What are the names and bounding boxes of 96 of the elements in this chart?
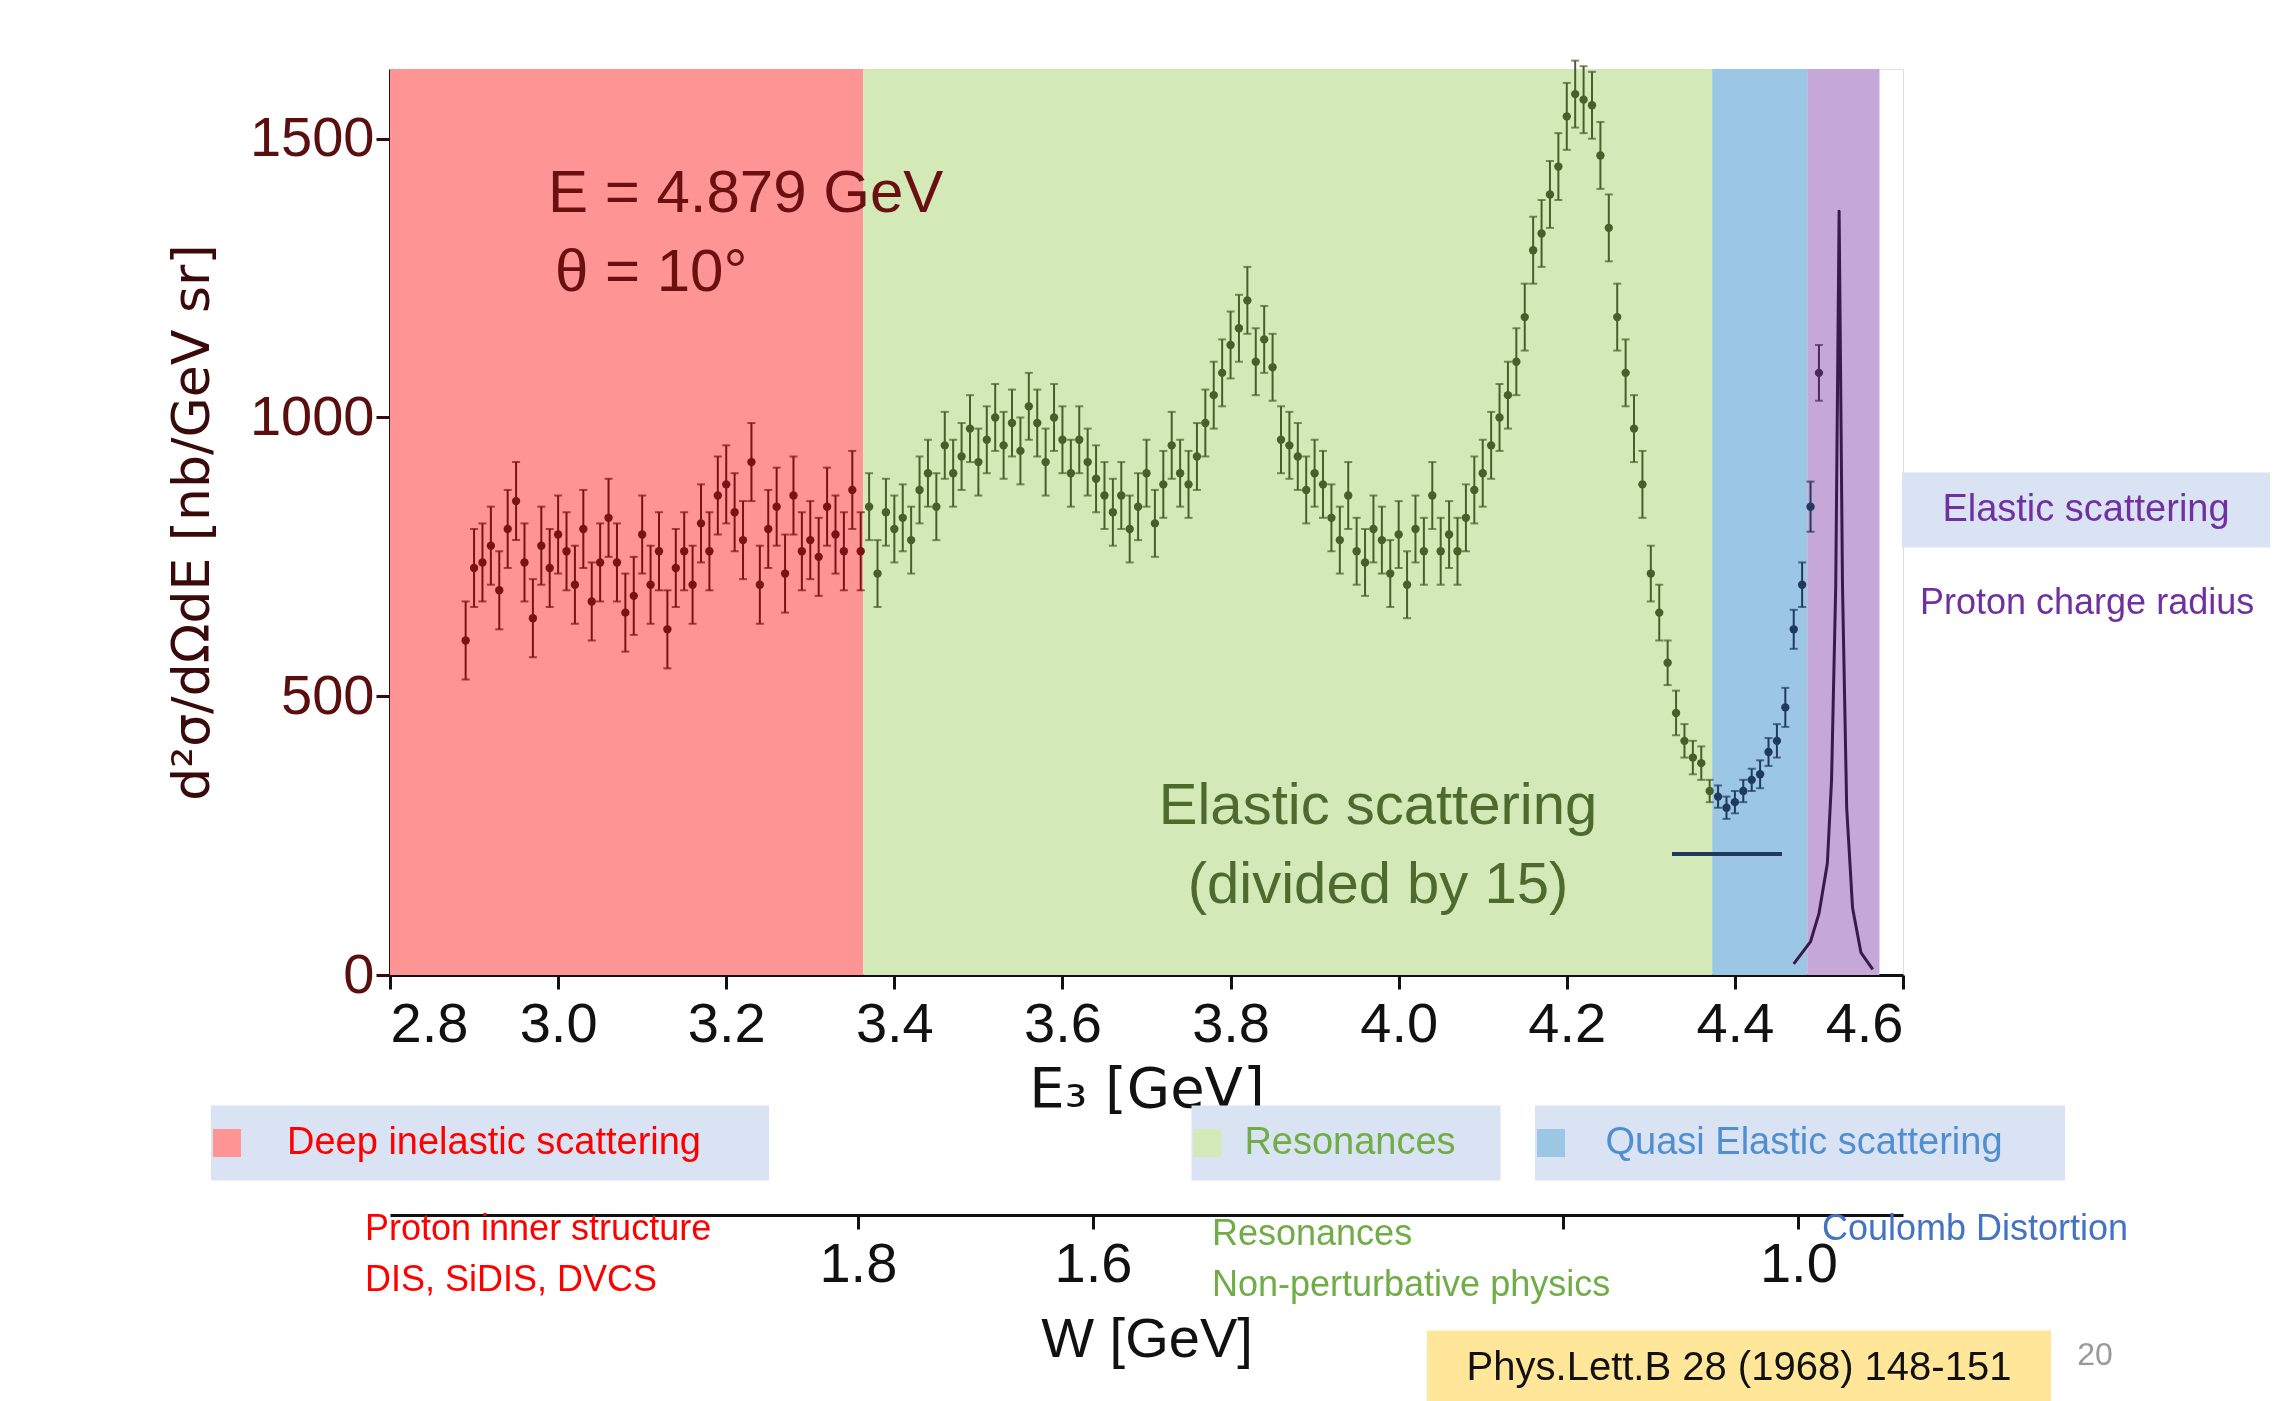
- point: [671, 563, 680, 573]
- text: Non-perturbative physics: [1212, 1263, 1611, 1304]
- point: [1713, 792, 1723, 801]
- point: [461, 636, 470, 645]
- point: [764, 524, 773, 534]
- point: [1806, 502, 1815, 511]
- legend-label: Quasi Elastic scattering: [1605, 1120, 2003, 1162]
- y-tick-label: 500: [281, 662, 375, 726]
- point: [545, 563, 554, 573]
- point: [629, 591, 638, 601]
- legend-label: Deep inelastic scattering: [287, 1120, 701, 1162]
- point: [806, 535, 815, 545]
- x2-tick-label: 1.8: [819, 1230, 898, 1294]
- point: [730, 508, 739, 517]
- point: [604, 513, 613, 522]
- point: [814, 552, 823, 562]
- point: [705, 547, 714, 556]
- point: [646, 580, 655, 589]
- point: [1747, 775, 1756, 785]
- point: [495, 586, 504, 595]
- annotation: θ = 10°: [555, 237, 748, 304]
- x-tick-label: 3.6: [1024, 990, 1102, 1054]
- text: Proton charge radius: [1920, 581, 2255, 622]
- point: [528, 614, 538, 623]
- x2-axis-title: W [GeV]: [1041, 1305, 1253, 1369]
- x-tick-label: 3.4: [855, 990, 934, 1054]
- annotation: (divided by 15): [1187, 850, 1569, 915]
- x-tick-label: 4.2: [1528, 990, 1607, 1054]
- point: [663, 625, 672, 634]
- point: [637, 530, 647, 539]
- point: [511, 496, 521, 506]
- legend-label: Resonances: [1244, 1120, 1456, 1162]
- point: [856, 547, 865, 556]
- point: [503, 524, 512, 534]
- text: 20: [2077, 1336, 2113, 1372]
- point: [612, 558, 622, 567]
- x-tick-label: 3.2: [687, 990, 766, 1054]
- point: [1772, 736, 1782, 746]
- point: [595, 558, 605, 567]
- text: DIS, SiDIS, DVCS: [365, 1258, 658, 1299]
- point: [1722, 803, 1731, 812]
- y-tick-label: 1500: [249, 105, 375, 169]
- point: [469, 563, 479, 573]
- point: [722, 480, 731, 489]
- point: [486, 541, 496, 550]
- point: [848, 485, 857, 495]
- line-series: [1792, 209, 1875, 971]
- point: [478, 558, 487, 567]
- point: [789, 491, 798, 500]
- point: [797, 547, 807, 556]
- point: [839, 547, 849, 556]
- point: [1814, 368, 1824, 378]
- point: [520, 558, 529, 567]
- text: Proton inner structure: [365, 1207, 712, 1248]
- x-tick-label: 2.8: [390, 990, 469, 1054]
- point: [1755, 770, 1765, 779]
- point: [537, 541, 546, 550]
- point: [696, 519, 706, 528]
- point: [738, 535, 748, 545]
- band-label: Elastic scattering: [1942, 487, 2230, 529]
- x-tick-label: 4.6: [1825, 990, 1904, 1054]
- point: [654, 547, 664, 556]
- point: [713, 491, 722, 500]
- point: [1730, 797, 1740, 807]
- x-tick-label: 3.8: [1192, 990, 1270, 1054]
- x-tick-label: 4.4: [1696, 990, 1775, 1054]
- annotation: E = 4.879 GeV: [548, 158, 944, 225]
- point: [680, 547, 689, 556]
- point: [1789, 625, 1798, 634]
- text: Phys.Lett.B 28 (1968) 148-151: [1466, 1344, 2012, 1388]
- point: [772, 502, 781, 511]
- y-tick-label: 1000: [249, 383, 375, 447]
- point: [553, 530, 563, 539]
- point: [579, 524, 588, 534]
- y-axis-title: d²σ/dΩdE [nb/GeV sr]: [160, 244, 221, 801]
- point: [1781, 703, 1790, 712]
- y-tick-label: 0: [343, 941, 375, 1005]
- x2-tick-label: 1.6: [1054, 1230, 1133, 1294]
- point: [562, 547, 571, 556]
- point: [587, 597, 596, 606]
- x-axis-title: E₃ [GeV]: [1029, 1054, 1265, 1120]
- point: [1764, 747, 1773, 757]
- x-tick-label: 4.0: [1360, 990, 1439, 1054]
- point: [1797, 580, 1807, 589]
- point: [621, 608, 630, 617]
- point: [755, 580, 765, 589]
- point: [688, 580, 697, 589]
- point: [831, 530, 840, 539]
- point: [747, 457, 756, 467]
- text: Resonances: [1212, 1212, 1413, 1253]
- point: [822, 502, 832, 511]
- annotation: Elastic scattering: [1158, 771, 1598, 836]
- point: [570, 580, 580, 589]
- x-tick-label: 3.0: [519, 990, 598, 1054]
- point: [780, 569, 790, 578]
- point: [1739, 786, 1748, 796]
